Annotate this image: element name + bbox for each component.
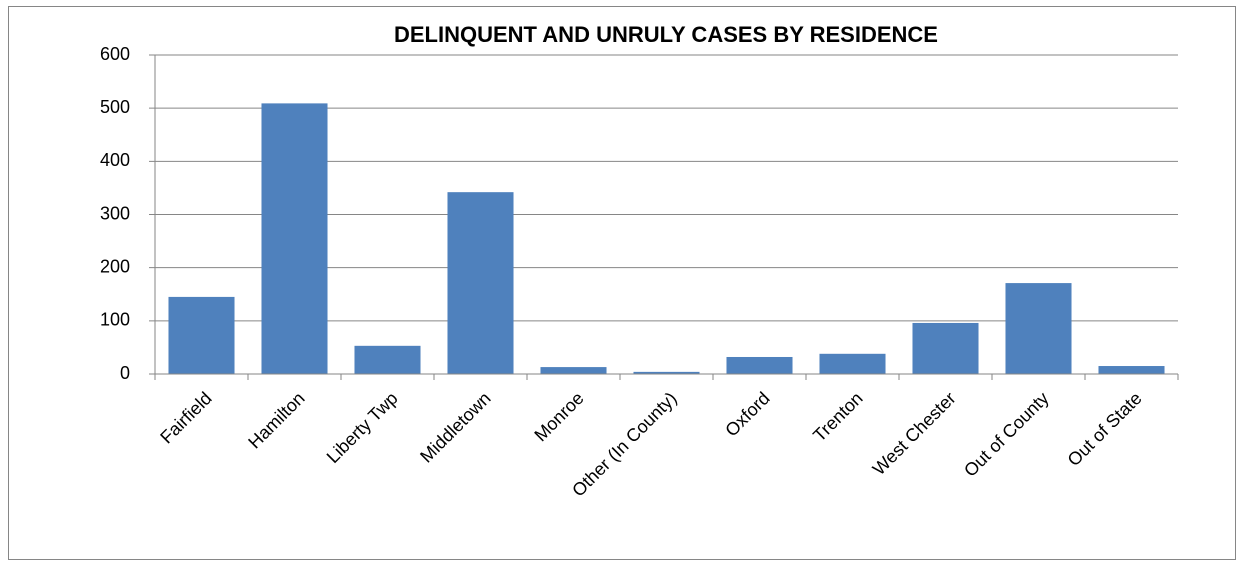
bar	[633, 371, 700, 374]
bar	[912, 322, 979, 374]
y-tick-label: 500	[100, 97, 130, 117]
chart-title: DELINQUENT AND UNRULY CASES BY RESIDENCE	[394, 22, 938, 47]
y-tick-label: 400	[100, 150, 130, 170]
bar	[261, 103, 328, 375]
y-tick-label: 300	[100, 203, 130, 223]
y-tick-label: 0	[120, 363, 130, 383]
bar	[726, 356, 793, 374]
chart-frame	[8, 6, 1236, 560]
y-tick-label: 200	[100, 256, 130, 276]
bar	[168, 296, 235, 374]
bar	[1005, 283, 1072, 374]
bar	[354, 345, 421, 374]
bar	[819, 353, 886, 374]
y-tick-label: 600	[100, 44, 130, 64]
bar	[447, 192, 514, 374]
bar	[540, 367, 607, 374]
y-tick-label: 100	[100, 310, 130, 330]
bar	[1098, 366, 1165, 374]
